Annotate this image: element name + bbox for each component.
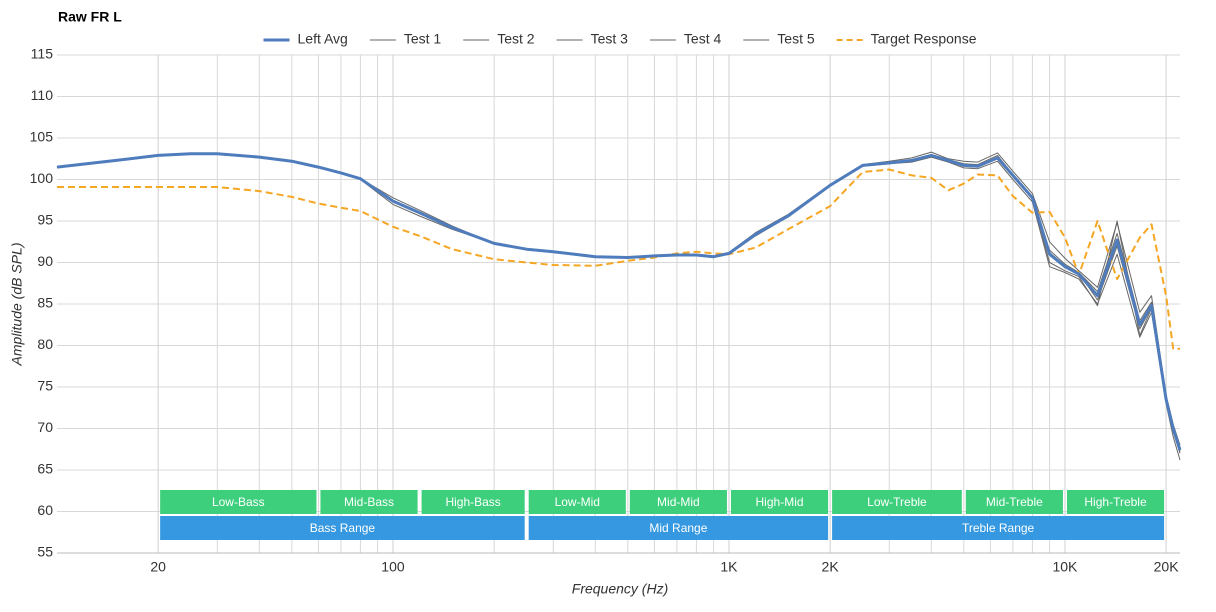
x-tick-label: 20K (1154, 559, 1180, 575)
band-label: Mid-Treble (986, 495, 1043, 509)
legend: Left Avg Test 1 Test 2 Test 3 Test 4 Test 5 Ta… (263, 31, 977, 47)
frequency-band (730, 490, 829, 514)
series-line (56, 153, 1181, 452)
legend-label: Target Response (871, 31, 977, 47)
band-label: Low-Treble (867, 495, 927, 509)
y-tick-label: 80 (37, 336, 53, 352)
series-line (56, 153, 1181, 449)
x-tick-label: 1K (720, 559, 738, 575)
y-tick-label: 115 (31, 46, 54, 62)
frequency-band (832, 490, 962, 514)
band-label: Mid-Bass (344, 495, 394, 509)
y-tick-label: 55 (37, 544, 53, 560)
y-tick-label: 70 (37, 419, 53, 435)
frequency-band (160, 490, 317, 514)
x-tick-label: 20 (150, 559, 166, 575)
legend-label: Left Avg (298, 31, 348, 47)
x-tick-label: 2K (822, 559, 840, 575)
y-tick-label: 105 (30, 129, 54, 145)
band-label: Mid Range (649, 521, 707, 535)
x-tick-label: 10K (1052, 559, 1078, 575)
y-tick-label: 60 (37, 502, 53, 518)
legend-label: Test 2 (497, 31, 535, 47)
frequency-band (528, 516, 829, 540)
y-tick-label: 75 (37, 378, 53, 394)
y-tick-label: 85 (37, 295, 53, 311)
y-axis-label: Amplitude (dB SPL) (9, 243, 25, 367)
frequency-band (832, 516, 1165, 540)
x-axis-label: Frequency (Hz) (572, 581, 668, 597)
series-line (57, 168, 1180, 350)
legend-label: Test 5 (777, 31, 815, 47)
x-tick-label: 100 (381, 559, 405, 575)
frequency-band (1066, 490, 1165, 514)
band-label: Low-Bass (212, 495, 265, 509)
frequency-band (629, 490, 727, 514)
frequency-band (421, 490, 525, 514)
frequency-band (320, 490, 418, 514)
band-label: High-Treble (1084, 495, 1147, 509)
y-tick-label: 95 (37, 212, 53, 228)
y-tick-label: 100 (30, 170, 54, 186)
band-label: Bass Range (310, 521, 376, 535)
band-label: High-Mid (756, 495, 804, 509)
band-label: High-Bass (445, 495, 500, 509)
y-tick-label: 65 (37, 461, 53, 477)
frequency-band (160, 516, 525, 540)
chart-title: Raw FR L (58, 9, 122, 25)
band-label: Low-Mid (555, 495, 600, 509)
legend-label: Test 1 (404, 31, 442, 47)
legend-label: Test 3 (591, 31, 629, 47)
band-label: Mid-Mid (657, 495, 700, 509)
y-tick-label: 90 (37, 253, 53, 269)
series-line (56, 152, 1182, 451)
frequency-band (528, 490, 626, 514)
y-tick-label: 110 (31, 87, 54, 103)
band-label: Treble Range (962, 521, 1035, 535)
series-line (56, 153, 1181, 461)
frequency-band (965, 490, 1063, 514)
legend-label: Test 4 (684, 31, 722, 47)
series-line (56, 151, 1181, 446)
